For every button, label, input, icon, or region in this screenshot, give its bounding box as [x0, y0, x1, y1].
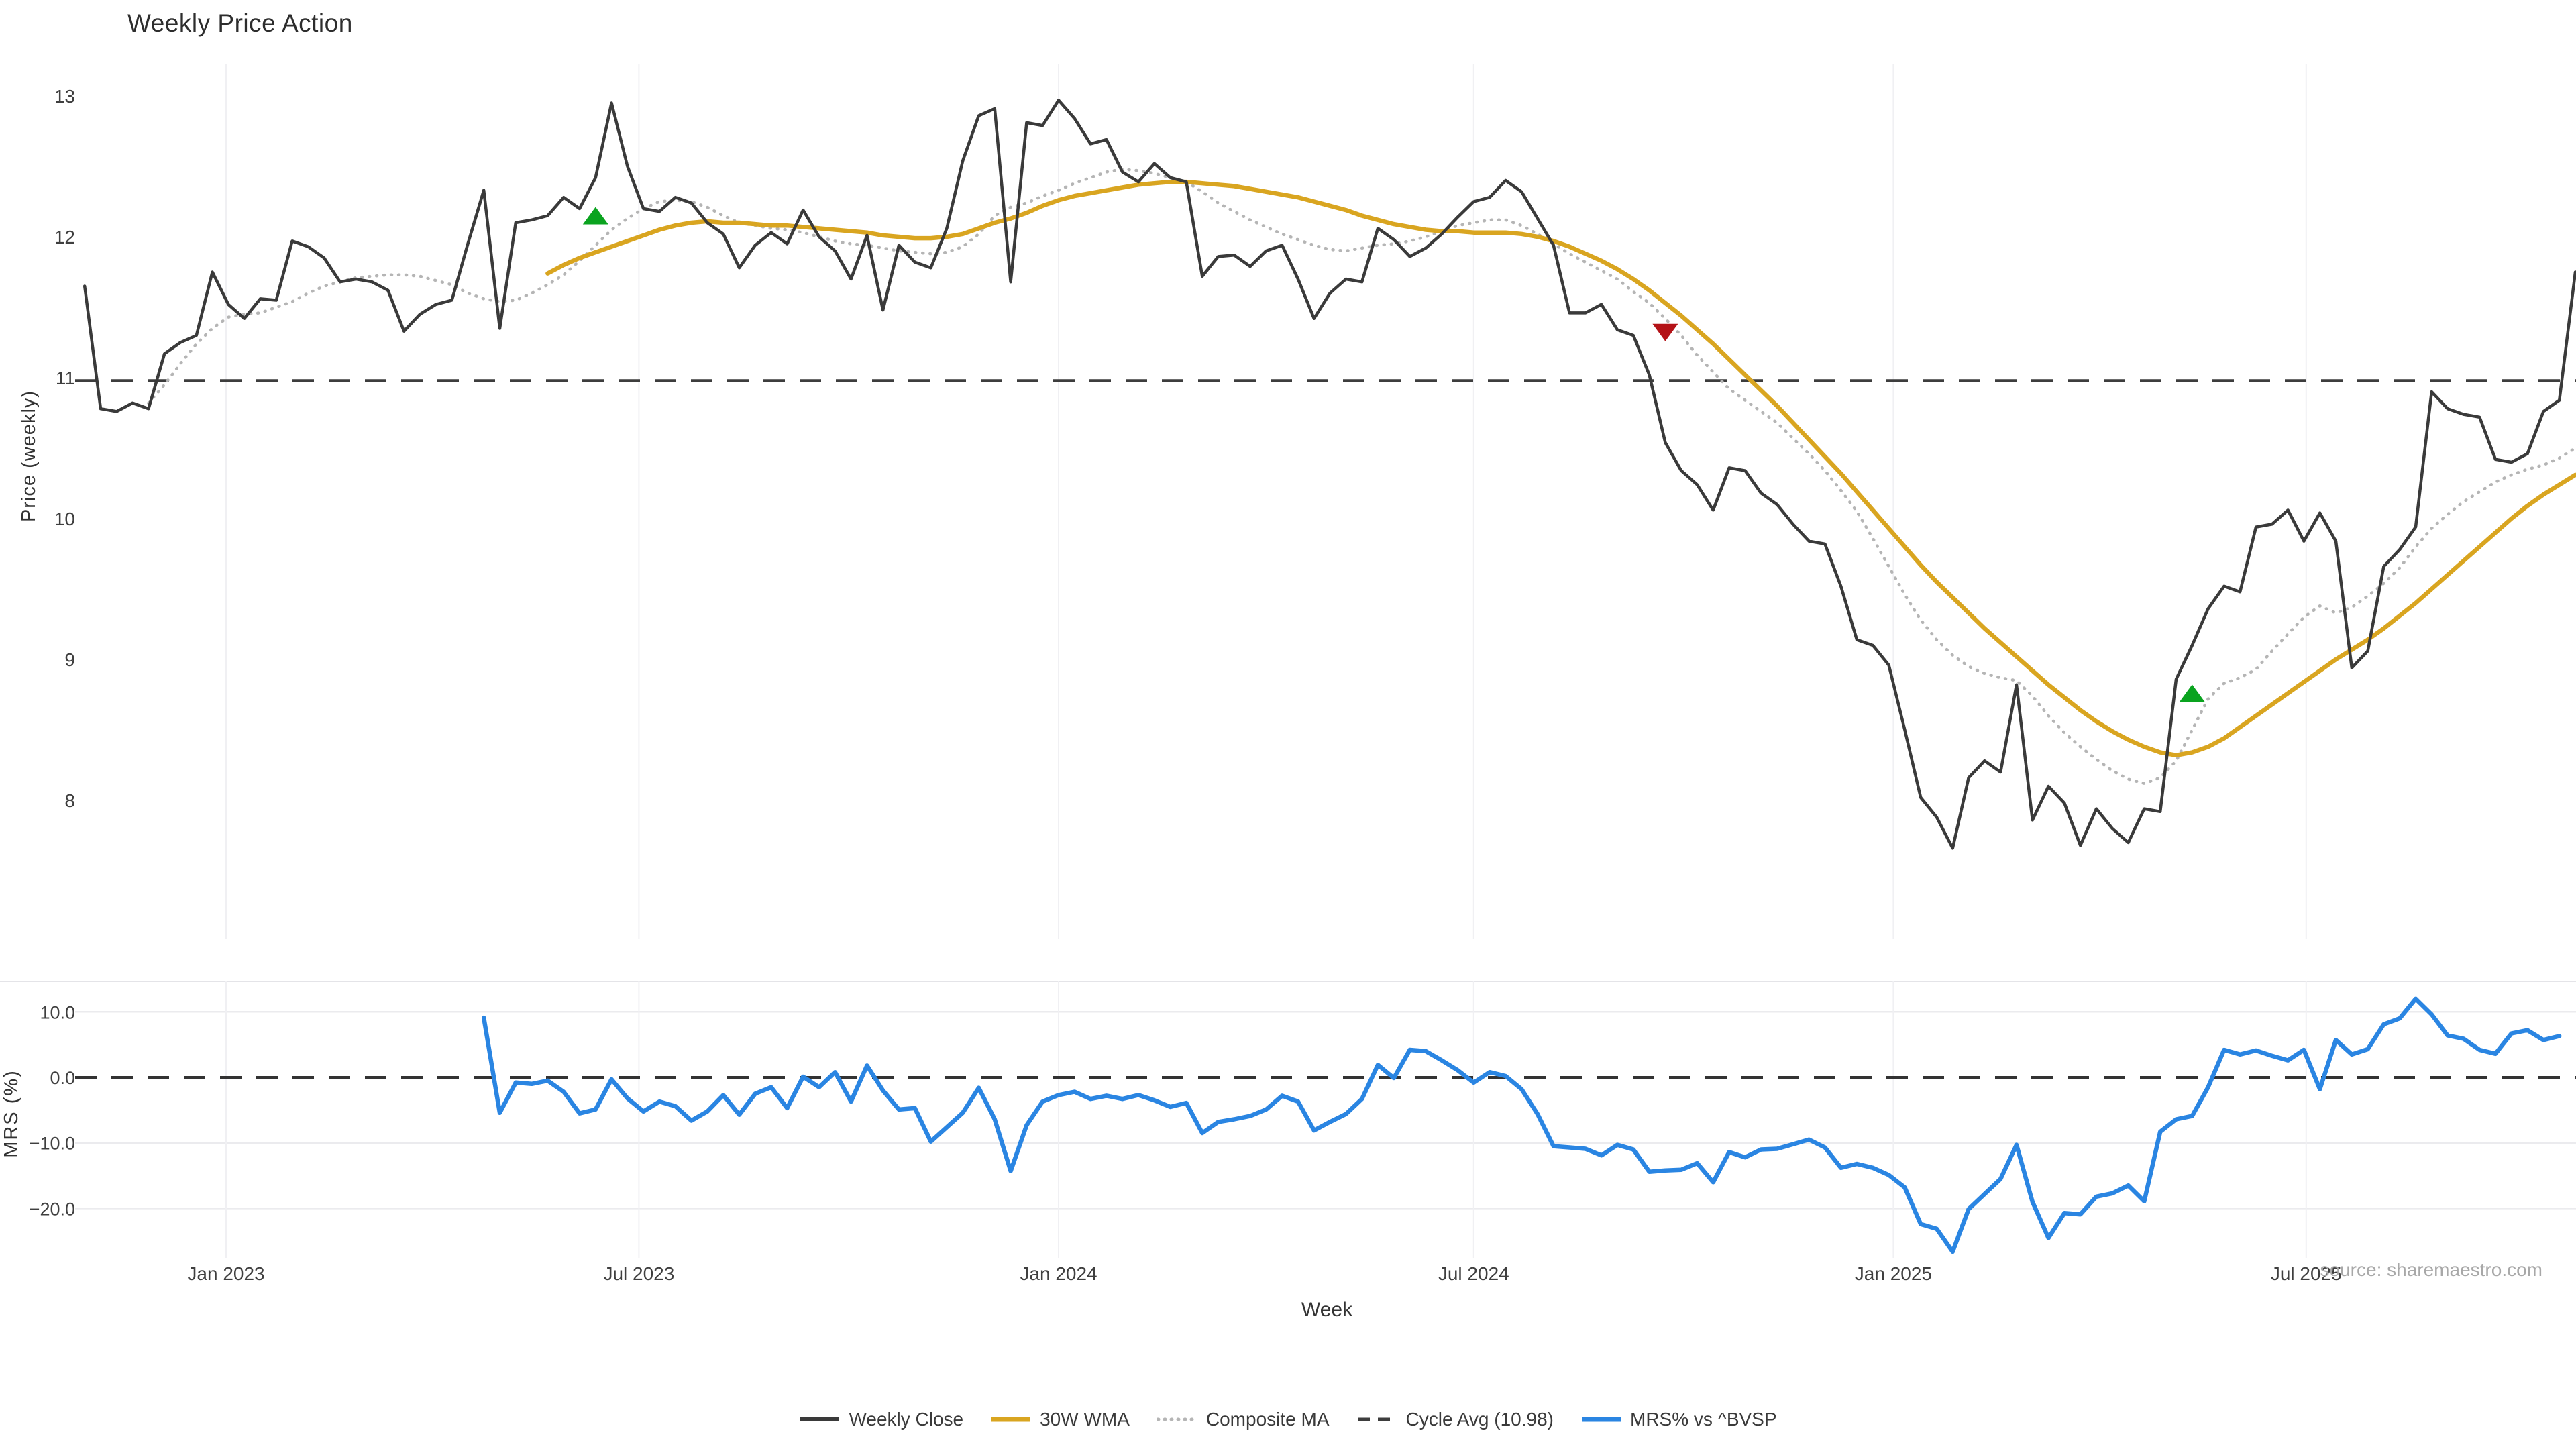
x-tick-label: Jan 2023 [187, 1263, 264, 1284]
buy-marker [582, 207, 608, 225]
legend-swatch [1357, 1417, 1397, 1421]
series-mrs-vs-bvsp [481, 996, 2562, 1254]
x-axis-title: Week [1301, 1299, 1353, 1321]
mrs-y-tick-label: −10.0 [30, 1134, 75, 1154]
price-y-tick-label: 10 [54, 508, 75, 529]
mrs-y-tick-label: 0.0 [50, 1068, 75, 1088]
series-weekly-close [83, 99, 2576, 850]
legend-label: MRS% vs ^BVSP [1630, 1409, 1777, 1430]
series-30w-wma [545, 179, 2576, 758]
price-y-tick-label: 8 [64, 790, 75, 811]
legend-label: Composite MA [1205, 1409, 1330, 1430]
legend-label: Weekly Close [849, 1409, 964, 1430]
buy-marker [2179, 684, 2205, 702]
price-y-tick-label: 12 [54, 227, 75, 248]
legend-swatch [991, 1417, 1031, 1422]
legend-item-30w-wma: 30W WMA [990, 1409, 1130, 1430]
sell-marker [1652, 323, 1678, 341]
legend-swatch [1582, 1417, 1621, 1422]
mrs-y-tick-label: −20.0 [30, 1199, 75, 1219]
x-tick-label: Jan 2024 [1020, 1263, 1097, 1284]
mrs-y-tick-label: 10.0 [40, 1002, 75, 1022]
price-axis-title: Price (weekly) [18, 390, 40, 522]
source-note: source: sharemaestro.com [2320, 1259, 2542, 1280]
x-tick-label: Jan 2025 [1855, 1263, 1932, 1284]
x-tick-label: Jul 2023 [603, 1263, 674, 1284]
legend-label: Cycle Avg (10.98) [1405, 1409, 1554, 1430]
legend-item-mrs-vs-bvsp: MRS% vs ^BVSP [1580, 1409, 1777, 1430]
x-tick-label: Jul 2024 [1438, 1263, 1509, 1284]
price-y-tick-label: 11 [56, 368, 75, 388]
legend-label: 30W WMA [1040, 1409, 1130, 1430]
x-tick-label: Jul 2025 [2271, 1263, 2342, 1284]
legend-item-cycle-avg-10-98-: Cycle Avg (10.98) [1356, 1409, 1554, 1430]
legend-item-composite-ma: Composite MA [1156, 1409, 1330, 1430]
mrs-axis-title: MRS (%) [1, 1069, 22, 1158]
legend-swatch [1156, 1417, 1198, 1421]
price-y-tick-label: 13 [54, 86, 75, 107]
legend-swatch [800, 1417, 840, 1421]
legend-item-weekly-close: Weekly Close [799, 1409, 963, 1430]
series-composite-ma [147, 167, 2576, 786]
price-y-tick-label: 9 [64, 649, 75, 670]
page-title: Weekly Price Action [127, 9, 353, 37]
legend: Weekly Close 30W WMA Composite MA Cycle … [0, 1409, 2576, 1430]
